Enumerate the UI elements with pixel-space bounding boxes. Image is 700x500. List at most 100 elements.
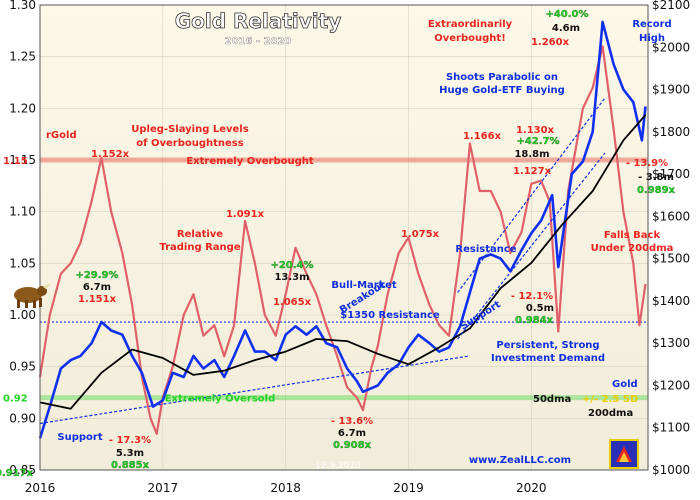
trend-line xyxy=(39,355,470,425)
right-tick-label: $1100 xyxy=(652,421,690,435)
reference-value-label: 1.15 xyxy=(3,156,28,167)
annotation-label: 0.917x xyxy=(0,468,34,479)
annotation-label: 1.151x xyxy=(78,294,117,305)
annotation-label: Huge Gold-ETF Buying xyxy=(439,85,565,96)
right-tick-label: $1800 xyxy=(652,125,690,139)
series-line-gold xyxy=(38,20,647,439)
annotation-label: 13.3m xyxy=(274,272,309,283)
x-tick-label: 2016 xyxy=(25,481,56,495)
annotation-label: Trading Range xyxy=(159,242,240,253)
chart-title: Gold Relativity xyxy=(175,9,342,33)
x-tick-label: 2019 xyxy=(393,481,424,495)
left-tick-label: 1.15 xyxy=(9,153,36,167)
left-tick-label: 0.90 xyxy=(9,411,36,425)
annotation-label: Falls Back xyxy=(604,230,661,241)
legend-sd: +/- 2.5 SD xyxy=(582,394,638,405)
annotation-label: 1.075x xyxy=(401,229,440,240)
annotation-label: Relative xyxy=(177,229,223,240)
annotation-label: Persistent, Strong xyxy=(496,340,599,351)
chart-subtitle: 2016 - 2020 xyxy=(225,36,292,47)
annotation-label: 18.8m xyxy=(514,149,549,160)
annotation-label: - 12.1% xyxy=(511,291,553,302)
annotation-label: Extraordinarily xyxy=(428,19,513,30)
zeal-logo-icon xyxy=(609,439,639,469)
annotation-label: 0.989x xyxy=(637,185,676,196)
legend-gold: Gold xyxy=(612,379,638,390)
annotation-label: 0.5m xyxy=(526,303,554,314)
annotation-label: Upleg-Slaying Levels xyxy=(131,124,248,135)
annotation-label: 0.984x xyxy=(515,315,554,326)
annotation-label: Record xyxy=(632,19,671,30)
resistance-label: $1350 Resistance xyxy=(340,310,440,321)
annotation-label: 6.7m xyxy=(338,428,366,439)
left-tick-label: 1.30 xyxy=(9,0,36,12)
left-axis-label: rGold xyxy=(46,130,77,141)
left-tick-label: 1.20 xyxy=(9,101,36,115)
series-line-200dma xyxy=(39,114,647,410)
left-tick-label: 0.85 xyxy=(9,463,36,477)
annotation-label: 6.7m xyxy=(83,282,111,293)
annotation-label: Bull-Market xyxy=(331,280,397,291)
annotation-label: 1.127x xyxy=(513,166,552,177)
annotation-label: 1.130x xyxy=(516,125,555,136)
annotation-label: Support xyxy=(57,432,102,443)
plot-frame xyxy=(39,4,649,471)
x-tick-label: 2017 xyxy=(148,481,179,495)
annotation-label: 1.166x xyxy=(463,131,502,142)
legend-200dma: 200dma xyxy=(588,408,633,419)
annotation-label: +20.4% xyxy=(270,260,313,271)
left-tick-label: 1.05 xyxy=(9,256,36,270)
plot-area xyxy=(40,5,648,470)
reference-line-label: Extremely Oversold xyxy=(165,394,276,405)
right-tick-label: $2100 xyxy=(652,0,690,12)
right-tick-label: $1400 xyxy=(652,294,690,308)
reference-value-label: 0.92 xyxy=(3,394,28,405)
annotation-label: Shoots Parabolic on xyxy=(446,72,558,83)
reference-line-label: Extremely Overbought xyxy=(186,156,314,167)
x-tick-label: 2020 xyxy=(516,481,547,495)
annotation-label: 4.6m xyxy=(552,23,580,34)
right-tick-label: $1900 xyxy=(652,83,690,97)
annotation-label: - 13.9% xyxy=(626,158,668,169)
legend: Gold 50dma +/- 2.5 SD 200dma xyxy=(533,379,638,419)
annotation-label: +29.9% xyxy=(75,270,118,281)
bull-icon xyxy=(14,283,51,308)
annotation-label: 1.152x xyxy=(91,149,130,160)
annotation-label: 1.091x xyxy=(226,209,265,220)
series-line-rgold xyxy=(38,45,647,435)
right-tick-label: $1200 xyxy=(652,378,690,392)
annotation-label: High xyxy=(639,33,665,44)
right-tick-label: $2000 xyxy=(652,40,690,54)
right-tick-label: $1300 xyxy=(652,336,690,350)
annotation-label: +40.0% xyxy=(545,9,588,20)
left-tick-label: 0.95 xyxy=(9,360,36,374)
annotation-label: - 3.8m xyxy=(638,172,674,183)
left-tick-label: 1.25 xyxy=(9,50,36,64)
website-link[interactable]: www.ZealLLC.com xyxy=(469,455,571,466)
annotation-label: Overbought! xyxy=(434,33,506,44)
x-tick-label: 2018 xyxy=(270,481,301,495)
annotation-label: - 17.3% xyxy=(109,435,151,446)
right-tick-label: $1700 xyxy=(652,167,690,181)
trend-line xyxy=(457,152,606,340)
trend-line xyxy=(457,97,606,293)
left-tick-label: 1.10 xyxy=(9,205,36,219)
annotation-label: 0.885x xyxy=(111,460,150,471)
annotation-label: 1.065x xyxy=(273,297,312,308)
annotation-label: 0.908x xyxy=(333,440,372,451)
annotation-label: +42.7% xyxy=(516,136,559,147)
legend-50dma: 50dma xyxy=(533,394,571,405)
annotation-label: 5.3m xyxy=(116,448,144,459)
left-tick-label: 1.00 xyxy=(9,308,36,322)
right-tick-label: $1500 xyxy=(652,252,690,266)
annotation-label: Under 200dma xyxy=(591,243,674,254)
annotation-label: Resistance xyxy=(455,244,516,255)
date-stamp: 12.9.2020 xyxy=(315,461,361,471)
right-tick-label: $1000 xyxy=(652,463,690,477)
annotation-label: 1.260x xyxy=(531,37,570,48)
annotation-label: - 13.6% xyxy=(331,416,373,427)
right-tick-label: $1600 xyxy=(652,209,690,223)
annotation-label: Investment Demand xyxy=(491,353,605,364)
